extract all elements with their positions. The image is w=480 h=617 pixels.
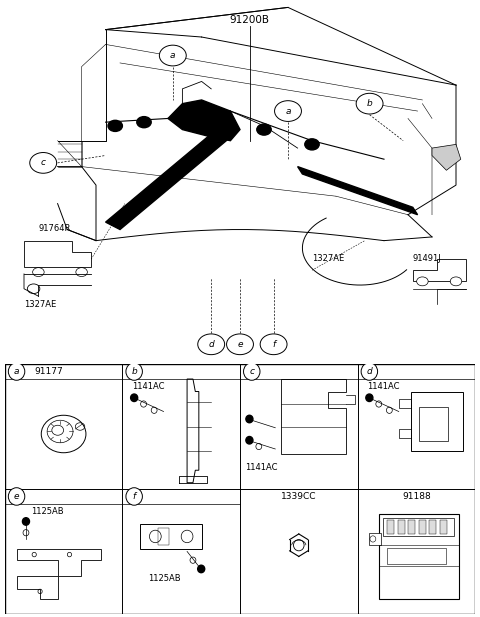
Polygon shape [281, 379, 346, 454]
Text: b: b [132, 367, 137, 376]
Polygon shape [187, 379, 199, 482]
Text: c: c [249, 367, 254, 376]
Text: 1339CC: 1339CC [281, 492, 316, 501]
Circle shape [126, 487, 143, 505]
Circle shape [227, 334, 253, 355]
Bar [379, 514, 459, 599]
Bar [397, 520, 405, 534]
Circle shape [23, 518, 29, 525]
Bar [419, 520, 426, 534]
Bar [419, 407, 448, 442]
Polygon shape [140, 524, 203, 549]
Text: c: c [41, 159, 46, 167]
Circle shape [361, 363, 378, 380]
Text: f: f [272, 340, 275, 349]
Text: d: d [367, 367, 372, 376]
Text: 1141AC: 1141AC [245, 463, 277, 472]
Text: 91188: 91188 [402, 492, 431, 501]
Text: b: b [367, 99, 372, 108]
Circle shape [131, 394, 138, 402]
Bar [384, 518, 454, 536]
Circle shape [159, 45, 186, 66]
Circle shape [151, 407, 157, 413]
Circle shape [376, 401, 382, 407]
Circle shape [356, 93, 383, 114]
Polygon shape [168, 100, 240, 141]
Circle shape [181, 530, 193, 543]
Circle shape [30, 152, 57, 173]
Circle shape [257, 124, 271, 135]
Text: 91491J: 91491J [413, 254, 442, 263]
Circle shape [126, 363, 143, 380]
Circle shape [141, 401, 146, 407]
Circle shape [198, 565, 204, 573]
Text: f: f [132, 492, 136, 501]
Polygon shape [16, 576, 58, 599]
Text: 1141AC: 1141AC [132, 382, 164, 391]
Text: a: a [14, 367, 19, 376]
Text: 1327AE: 1327AE [312, 254, 344, 263]
Text: a: a [170, 51, 176, 60]
Circle shape [260, 334, 287, 355]
Bar [429, 520, 436, 534]
Text: 91764R: 91764R [38, 224, 71, 233]
Circle shape [366, 394, 373, 402]
Text: 1125AB: 1125AB [148, 574, 181, 584]
Circle shape [27, 284, 40, 294]
Circle shape [8, 487, 25, 505]
Polygon shape [432, 144, 461, 170]
Polygon shape [298, 167, 418, 215]
Circle shape [137, 117, 151, 128]
Text: 91200B: 91200B [229, 15, 270, 25]
Polygon shape [413, 259, 466, 281]
Circle shape [190, 557, 196, 563]
Text: 1125AB: 1125AB [31, 507, 63, 516]
Circle shape [149, 530, 161, 543]
Circle shape [243, 363, 260, 380]
Text: d: d [208, 340, 214, 349]
Bar [370, 532, 381, 545]
Polygon shape [410, 392, 464, 452]
Circle shape [417, 277, 428, 286]
Circle shape [305, 139, 319, 150]
Text: 91177: 91177 [34, 367, 63, 376]
Text: a: a [285, 107, 291, 115]
Circle shape [275, 101, 301, 122]
Bar [408, 520, 415, 534]
Circle shape [246, 415, 253, 423]
Text: e: e [14, 492, 19, 501]
Bar [440, 520, 447, 534]
Polygon shape [16, 549, 101, 576]
Circle shape [386, 407, 392, 413]
Circle shape [8, 363, 25, 380]
Bar [387, 548, 446, 564]
Circle shape [450, 277, 462, 286]
Bar [157, 528, 169, 545]
Polygon shape [106, 126, 235, 230]
Polygon shape [24, 241, 91, 267]
Text: 1327AE: 1327AE [24, 300, 56, 309]
Circle shape [256, 444, 262, 450]
Circle shape [246, 436, 253, 444]
Circle shape [23, 529, 29, 536]
Bar [387, 520, 394, 534]
Circle shape [108, 120, 122, 131]
Text: e: e [237, 340, 243, 349]
Text: 1141AC: 1141AC [367, 382, 399, 391]
Circle shape [198, 334, 225, 355]
